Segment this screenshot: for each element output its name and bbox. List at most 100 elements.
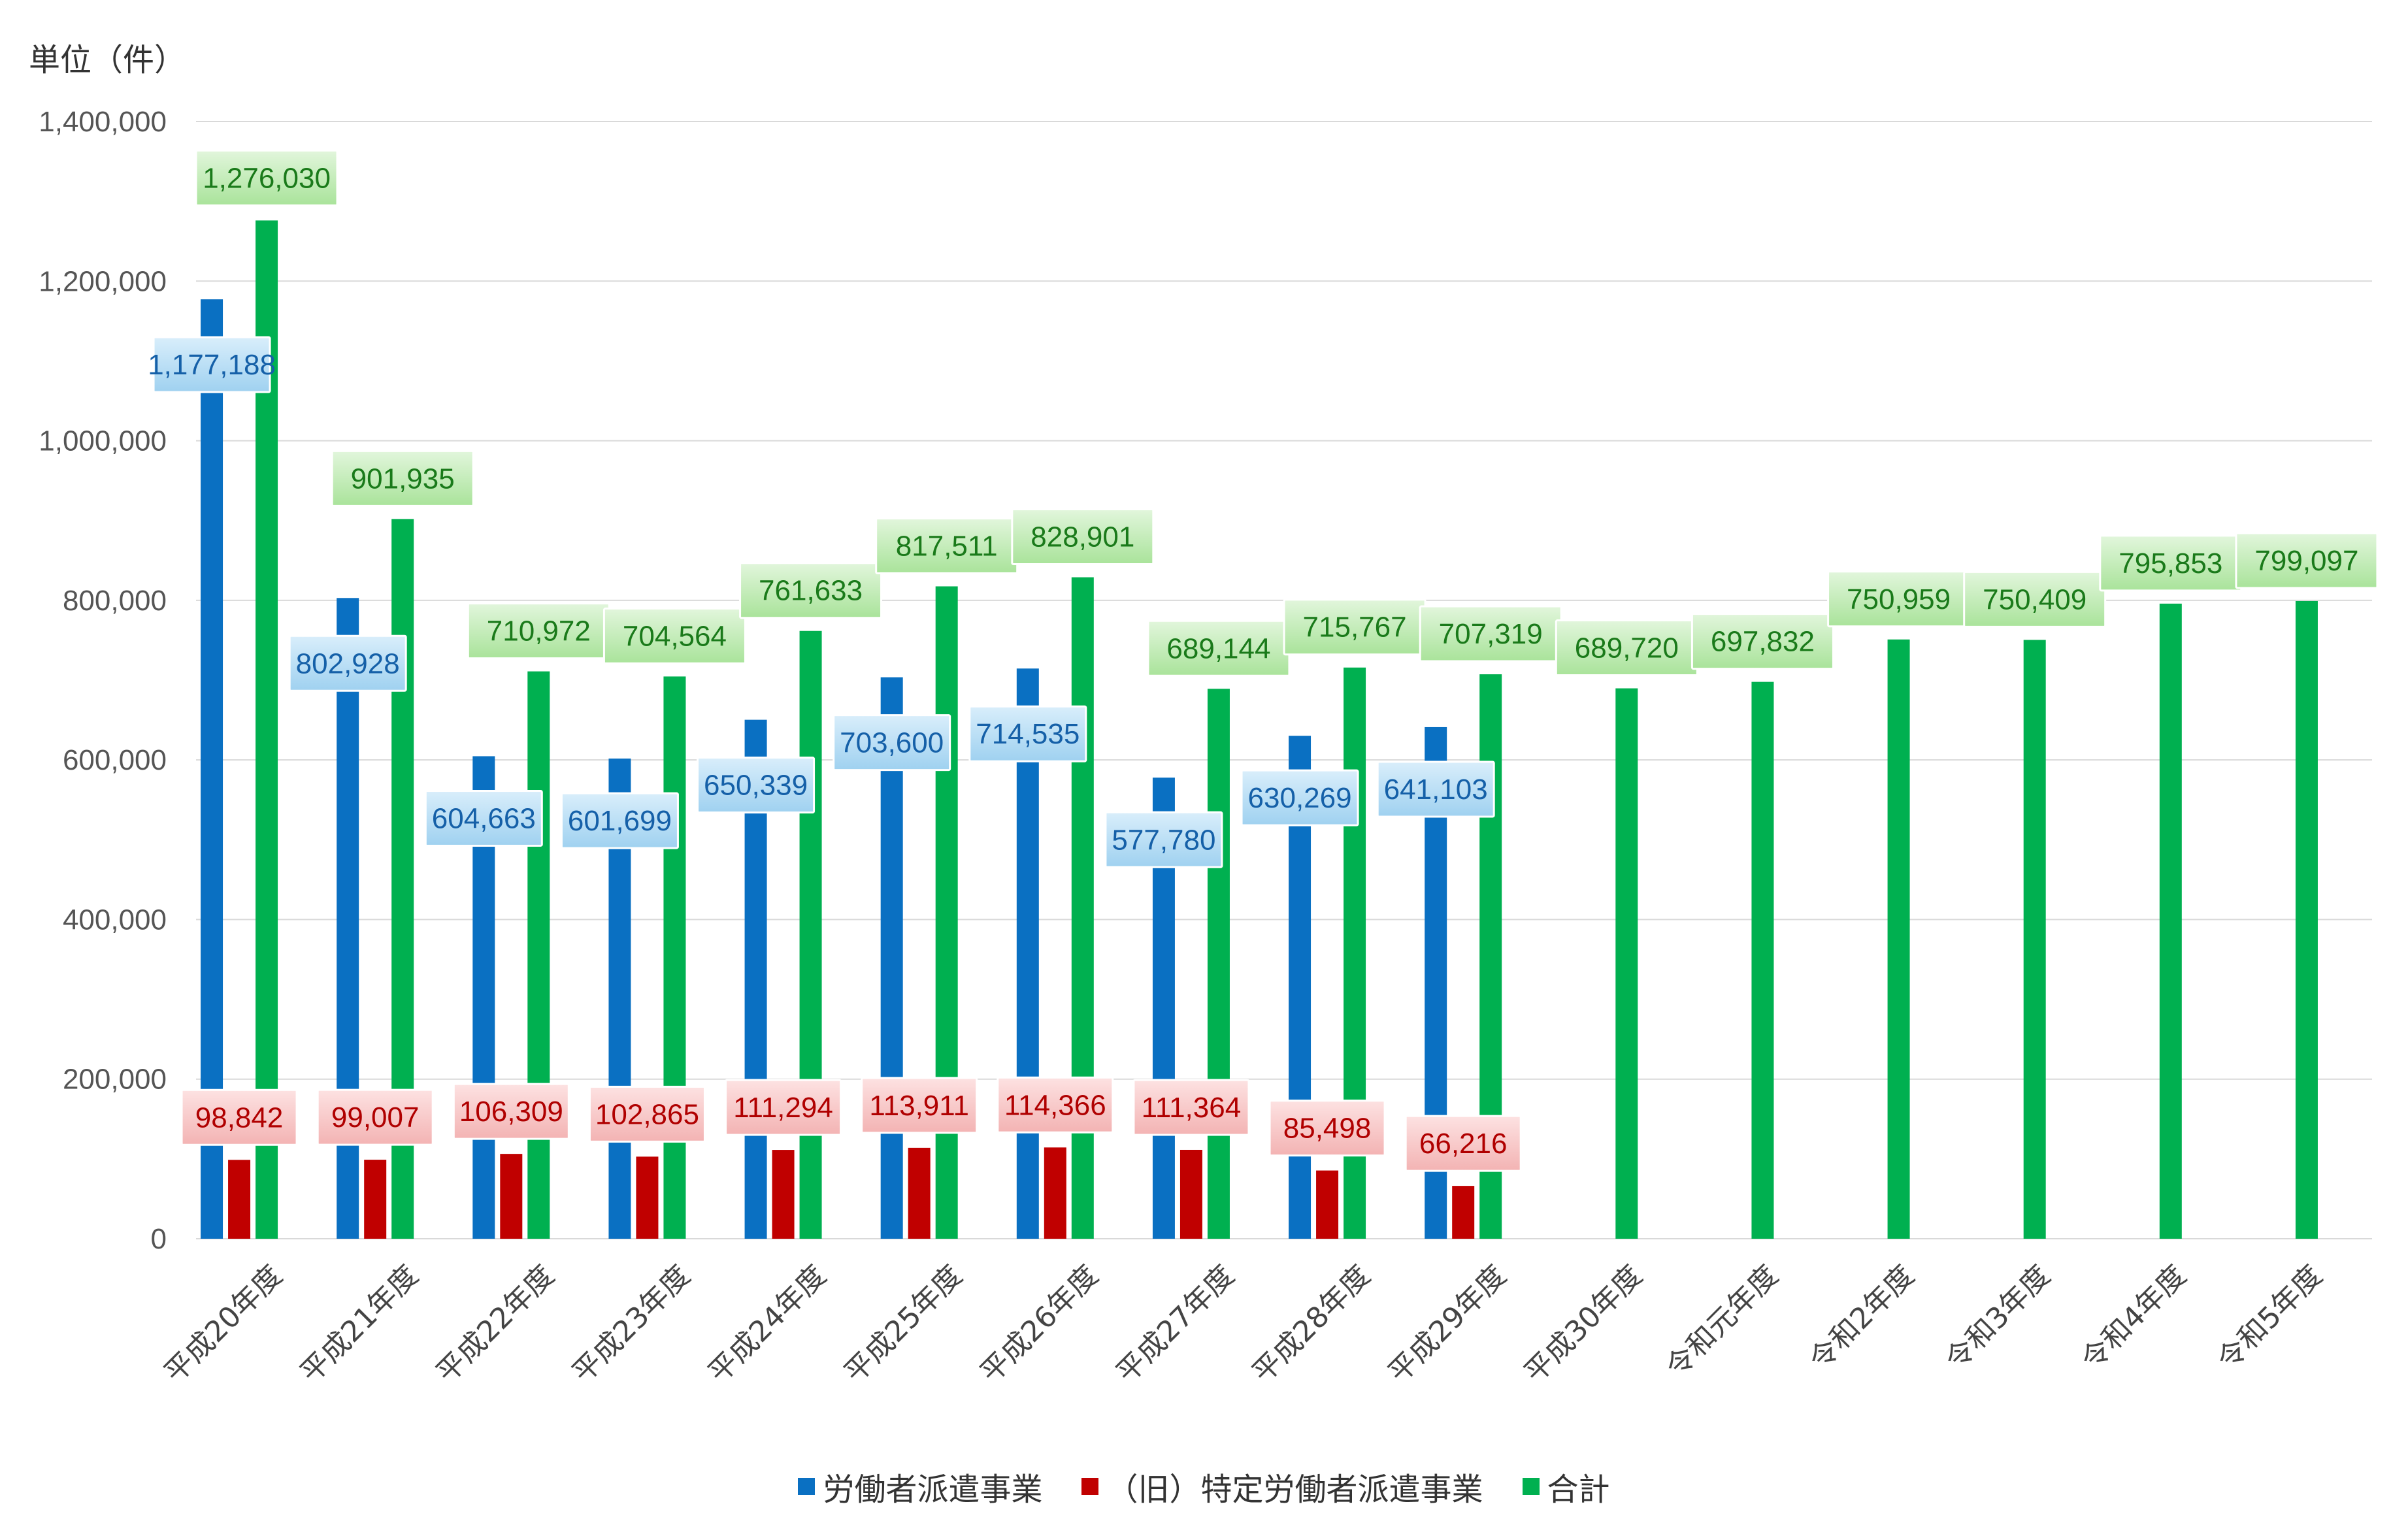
bar-series-1[interactable] xyxy=(908,1147,931,1239)
data-label-text: 817,511 xyxy=(896,530,998,562)
data-label-series-1: 114,366 xyxy=(997,1076,1114,1134)
data-label-text: 689,720 xyxy=(1575,632,1679,664)
data-label-text: 85,498 xyxy=(1283,1113,1372,1145)
data-label-series-0: 577,780 xyxy=(1104,811,1223,868)
bar-series-2[interactable] xyxy=(2023,640,2046,1239)
legend-label-tokutei: （旧）特定労働者派遣事業 xyxy=(1106,1471,1483,1508)
bar-series-2[interactable] xyxy=(1887,639,1910,1239)
data-label-series-2: 1,276,030 xyxy=(195,149,338,206)
legend-item-tokutei[interactable]: （旧）特定労働者派遣事業 xyxy=(1081,1463,1483,1509)
data-label-series-2: 704,564 xyxy=(602,607,746,664)
data-label-text: 106,309 xyxy=(459,1096,563,1128)
data-label-series-0: 714,535 xyxy=(968,705,1087,762)
bar-series-1[interactable] xyxy=(1316,1170,1339,1239)
data-label-series-0: 601,699 xyxy=(560,792,679,849)
bar-series-1[interactable] xyxy=(500,1154,523,1239)
data-label-series-0: 630,269 xyxy=(1240,769,1359,826)
bar-series-2[interactable] xyxy=(1071,577,1094,1239)
y-tick-label: 1,400,000 xyxy=(39,106,167,138)
data-label-text: 114,366 xyxy=(1004,1089,1106,1121)
legend-item-haken[interactable]: 労働者派遣事業 xyxy=(798,1463,1042,1509)
y-tick-label: 400,000 xyxy=(63,904,167,936)
data-label-text: 604,663 xyxy=(432,802,536,834)
bar-series-2[interactable] xyxy=(663,676,686,1239)
x-tick-label: 平成25年度 xyxy=(838,1259,968,1390)
legend-swatch-haken xyxy=(798,1478,816,1495)
data-label-text: 703,600 xyxy=(840,727,944,759)
x-tick-label: 平成26年度 xyxy=(974,1259,1104,1390)
data-label-series-2: 901,935 xyxy=(331,449,474,507)
data-label-text: 650,339 xyxy=(704,770,808,802)
bar-series-2[interactable] xyxy=(2159,603,2182,1239)
y-tick-label: 800,000 xyxy=(63,585,167,617)
bar-series-2[interactable] xyxy=(2295,600,2318,1239)
y-tick-label: 1,000,000 xyxy=(39,425,167,457)
data-label-series-1: 85,498 xyxy=(1268,1100,1386,1157)
x-tick-label: 令和3年度 xyxy=(1939,1259,2056,1377)
data-label-series-1: 111,364 xyxy=(1132,1079,1250,1136)
data-label-series-0: 650,339 xyxy=(697,757,816,814)
y-tick-label: 1,200,000 xyxy=(39,265,167,297)
bar-series-1[interactable] xyxy=(1179,1149,1202,1239)
bar-series-2[interactable] xyxy=(1751,681,1774,1239)
bar-series-1[interactable] xyxy=(1044,1147,1066,1239)
data-label-series-2: 750,409 xyxy=(1963,570,2107,628)
data-label-text: 113,911 xyxy=(869,1090,969,1122)
data-label-text: 689,144 xyxy=(1166,632,1270,664)
data-label-text: 630,269 xyxy=(1248,782,1352,814)
data-label-text: 761,633 xyxy=(759,575,863,607)
data-label-series-1: 106,309 xyxy=(452,1083,570,1140)
data-label-series-1: 102,865 xyxy=(588,1085,706,1143)
data-label-series-0: 802,928 xyxy=(288,634,407,692)
legend-label-haken: 労働者派遣事業 xyxy=(823,1471,1043,1508)
data-label-series-0: 703,600 xyxy=(833,714,951,772)
data-label-text: 901,935 xyxy=(351,463,455,495)
data-label-text: 577,780 xyxy=(1112,824,1215,856)
bar-series-0[interactable] xyxy=(201,299,223,1239)
x-tick-label: 平成24年度 xyxy=(702,1259,833,1390)
bar-series-2[interactable] xyxy=(935,586,958,1239)
bar-series-2[interactable] xyxy=(799,630,822,1239)
bar-series-1[interactable] xyxy=(364,1160,387,1239)
data-label-series-1: 113,911 xyxy=(861,1077,978,1134)
bar-series-2[interactable] xyxy=(527,671,550,1239)
data-label-series-1: 111,294 xyxy=(725,1079,842,1136)
bar-series-0[interactable] xyxy=(1016,668,1039,1239)
data-label-text: 99,007 xyxy=(331,1102,420,1134)
data-label-series-2: 689,144 xyxy=(1147,619,1291,677)
data-label-text: 111,294 xyxy=(733,1092,833,1124)
bar-series-2[interactable] xyxy=(1207,689,1230,1239)
x-tick-label: 平成29年度 xyxy=(1382,1259,1513,1390)
data-label-series-1: 99,007 xyxy=(316,1088,434,1146)
data-label-text: 1,177,188 xyxy=(148,349,276,381)
x-tick-label: 令和元年度 xyxy=(1660,1259,1785,1384)
data-label-text: 641,103 xyxy=(1384,774,1488,806)
unit-label: 単位（件） xyxy=(29,42,186,78)
data-label-series-0: 1,177,188 xyxy=(148,336,276,393)
y-tick-label: 600,000 xyxy=(63,744,167,776)
x-tick-label: 令和5年度 xyxy=(2211,1259,2328,1377)
data-label-text: 102,865 xyxy=(595,1098,699,1130)
x-tick-label: 平成20年度 xyxy=(158,1259,289,1390)
data-label-text: 98,842 xyxy=(195,1102,284,1134)
bar-series-1[interactable] xyxy=(772,1150,795,1239)
x-tick-label: 令和2年度 xyxy=(1803,1259,1921,1377)
data-label-text: 828,901 xyxy=(1031,521,1134,553)
bar-series-2[interactable] xyxy=(1615,688,1638,1239)
bar-series-1[interactable] xyxy=(1452,1186,1475,1239)
bar-series-1[interactable] xyxy=(636,1156,659,1239)
data-label-series-2: 828,901 xyxy=(1011,508,1155,566)
x-tick-label: 平成27年度 xyxy=(1110,1259,1241,1390)
data-label-series-2: 795,853 xyxy=(2099,534,2243,592)
bar-series-1[interactable] xyxy=(228,1160,251,1239)
data-label-text: 66,216 xyxy=(1419,1128,1508,1160)
x-tick-label: 平成22年度 xyxy=(430,1259,561,1390)
data-label-text: 795,853 xyxy=(2119,547,2222,580)
legend-swatch-total xyxy=(1522,1478,1540,1495)
data-label-series-2: 799,097 xyxy=(2235,532,2379,589)
legend-item-total[interactable]: 合計 xyxy=(1522,1463,1610,1509)
data-label-series-2: 689,720 xyxy=(1555,619,1698,677)
data-label-series-2: 817,511 xyxy=(875,517,1019,574)
data-label-series-0: 604,663 xyxy=(424,789,543,847)
